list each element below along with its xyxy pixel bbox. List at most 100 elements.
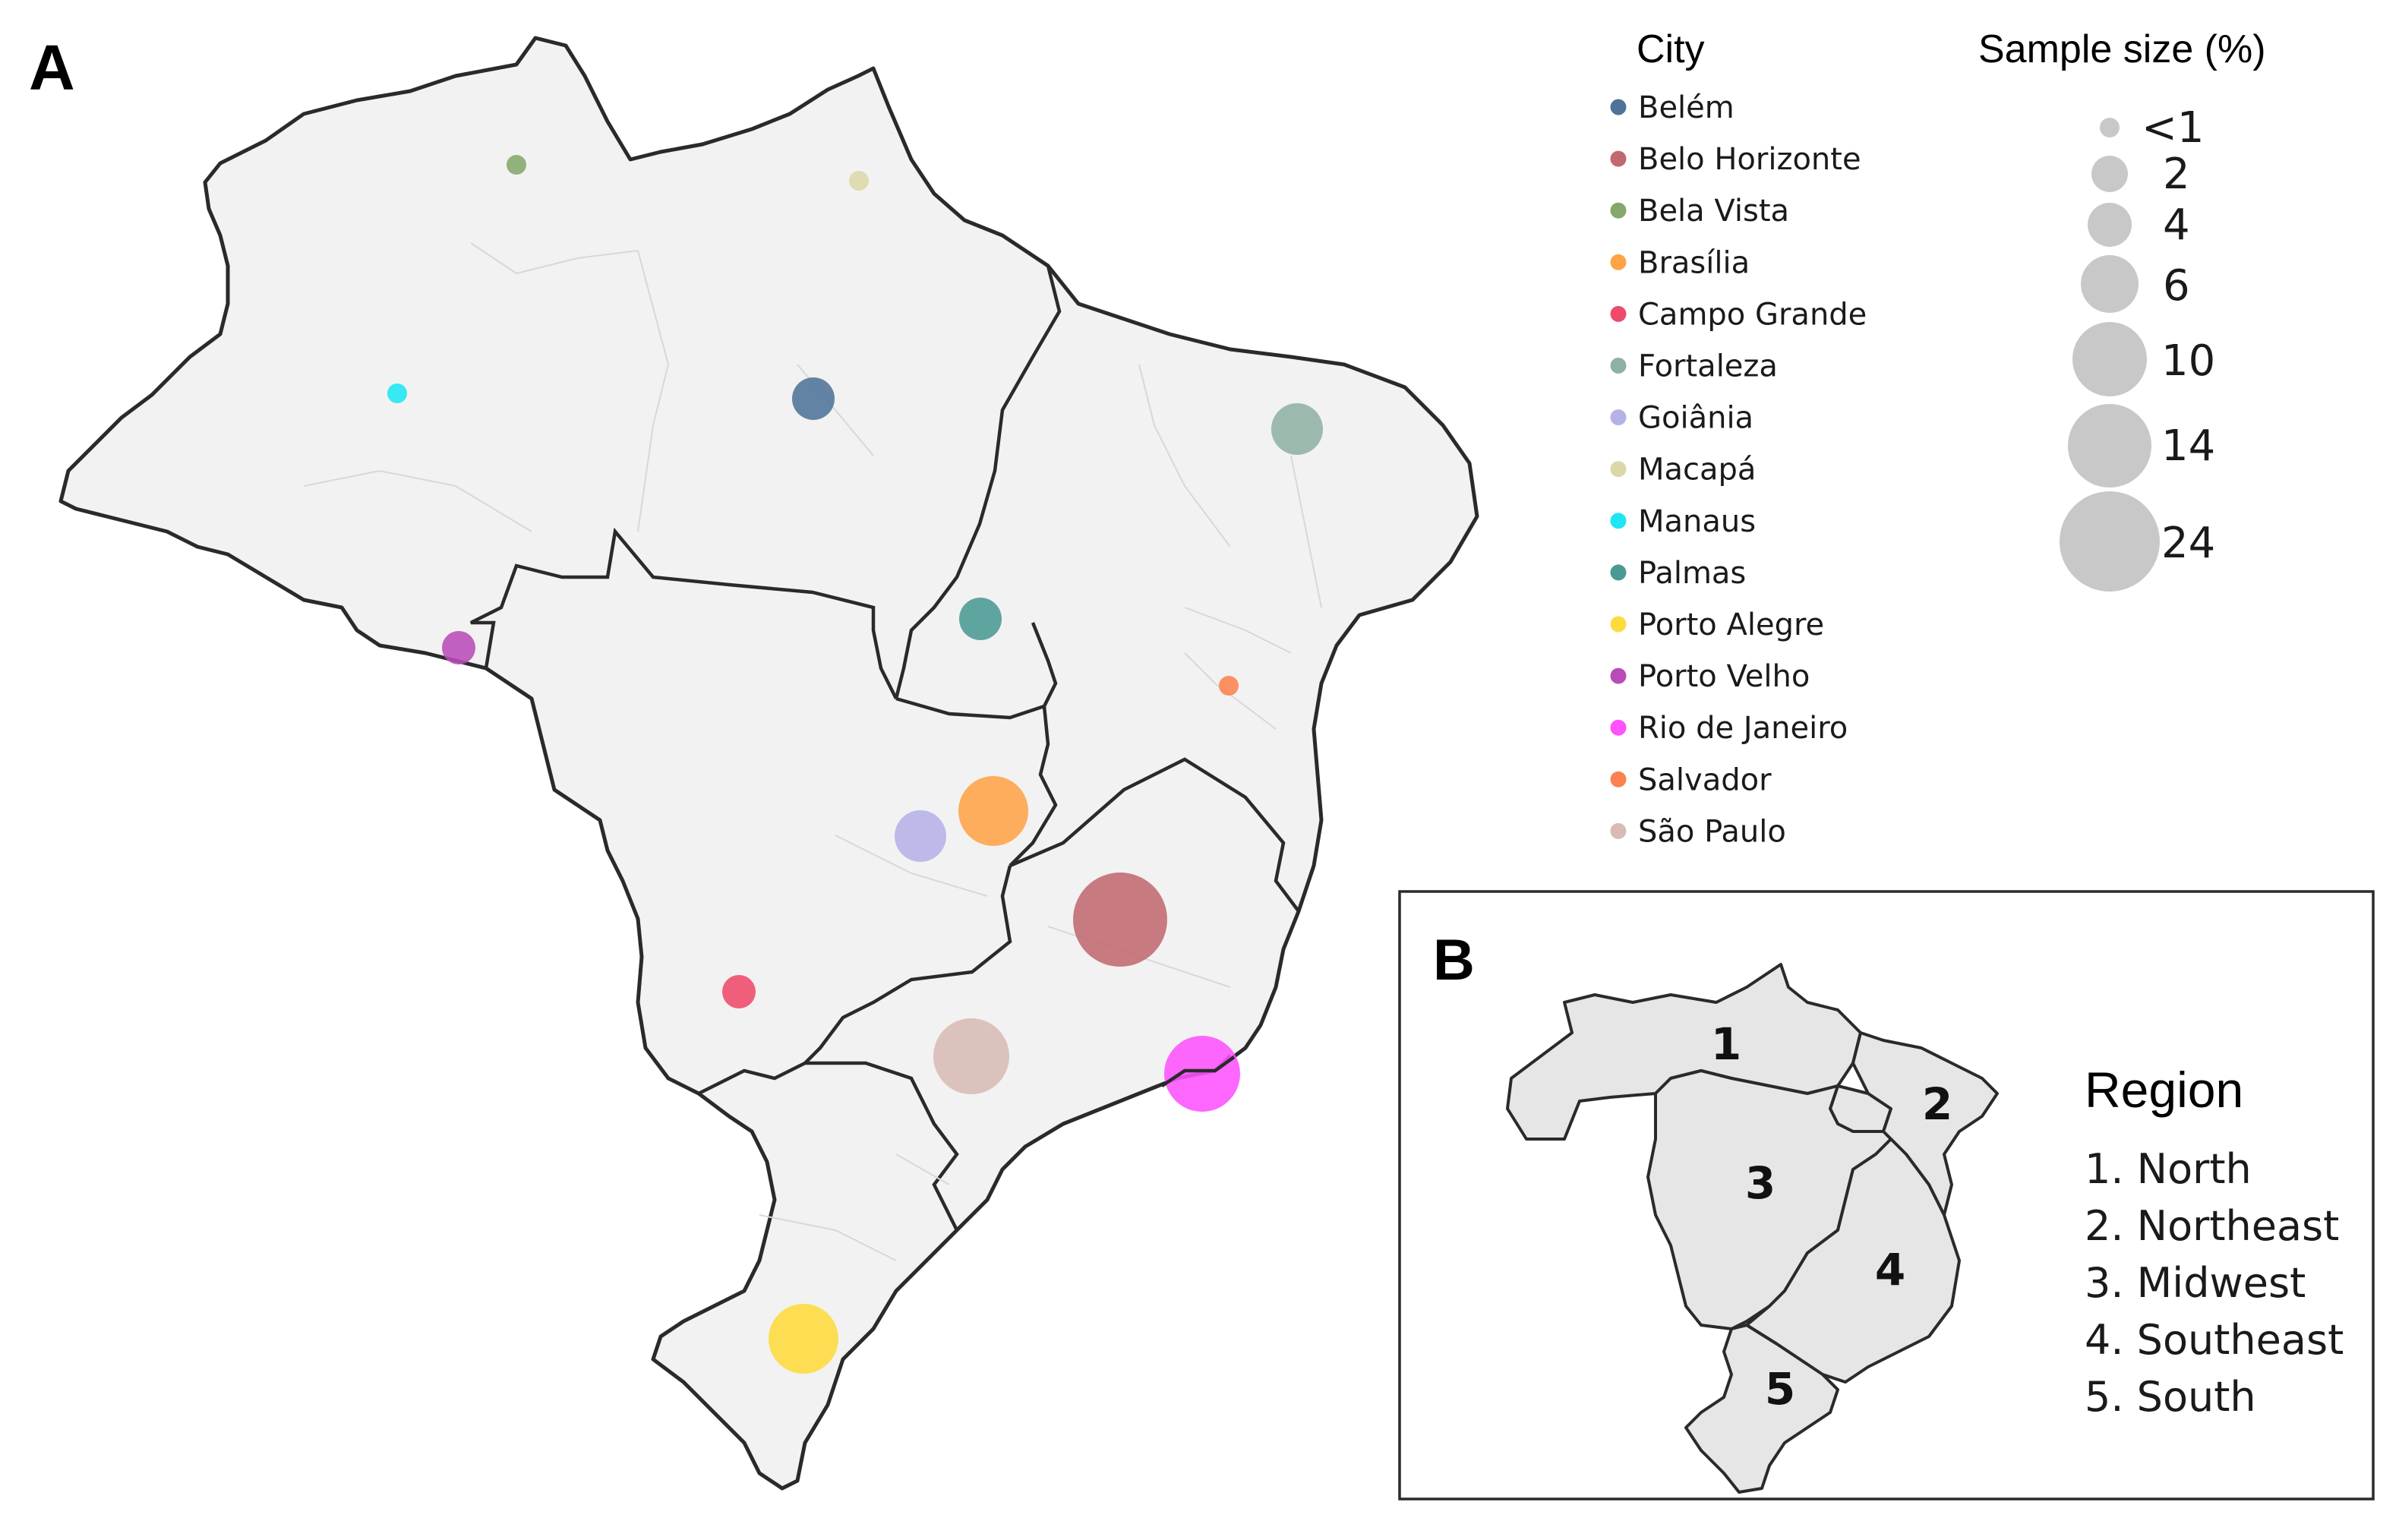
size-legend-label: <1 — [2142, 103, 2205, 153]
rio-coast-line — [1160, 1056, 1236, 1087]
inset-regions — [1506, 963, 1999, 1494]
size-legend-label: 4 — [2163, 200, 2190, 250]
city-legend-label: Belo Horizonte — [1638, 142, 1861, 177]
city-legend-label: Palmas — [1638, 556, 1746, 591]
size-legend-label: 14 — [2161, 421, 2215, 471]
size-legend-circle — [2060, 491, 2160, 592]
city-legend-swatch — [1610, 461, 1627, 478]
city-bubble-porto-alegre — [769, 1304, 838, 1374]
city-bubble-sao-paulo — [933, 1018, 1009, 1094]
city-legend-swatch — [1610, 150, 1627, 167]
city-legend-label: Goiânia — [1638, 401, 1753, 436]
panel-b-label: B — [1433, 928, 1475, 992]
city-legend-item-rio-de-janeiro: Rio de Janeiro — [1610, 711, 1848, 746]
city-bubble-porto-velho — [442, 631, 475, 664]
city-bubble-palmas — [959, 598, 1002, 640]
size-legend-item: 10 — [2072, 322, 2215, 396]
city-legend-label: Bela Vista — [1638, 194, 1789, 229]
city-legend-label: Salvador — [1638, 762, 1772, 797]
city-legend-swatch — [1610, 513, 1627, 529]
region-border-midwest-northeast — [1009, 705, 1058, 867]
city-bubble-goiania — [895, 810, 946, 862]
city-legend-title: City — [1637, 27, 1705, 71]
inset-region-number: 3 — [1745, 1157, 1776, 1209]
brazil-map — [58, 36, 1479, 1491]
region-legend-item: 5. South — [2085, 1373, 2256, 1421]
city-legend-label: São Paulo — [1638, 814, 1786, 849]
city-legend-swatch — [1610, 771, 1627, 787]
city-legend-label: Campo Grande — [1638, 297, 1867, 332]
region-legend-item: 3. Midwest — [2085, 1259, 2306, 1307]
inset-region-number: 5 — [1765, 1363, 1795, 1415]
size-legend-circle — [2081, 255, 2139, 313]
size-legend-label: 2 — [2163, 150, 2190, 199]
region-border-southeast — [803, 757, 1300, 1065]
city-legend-item-belo-horizonte: Belo Horizonte — [1610, 142, 1861, 177]
city-legend-swatch — [1610, 99, 1627, 115]
city-bubble-brasilia — [958, 776, 1028, 846]
city-legend-item-porto-velho: Porto Velho — [1610, 659, 1810, 694]
city-legend-swatch — [1610, 616, 1627, 633]
size-legend-title: Sample size (%) — [1978, 27, 2266, 71]
city-bubbles — [387, 155, 1323, 1374]
size-legend-item: 14 — [2068, 404, 2215, 488]
size-legend-circle — [2072, 322, 2147, 396]
inset-region-number: 4 — [1875, 1244, 1905, 1295]
city-legend-label: Belém — [1638, 90, 1735, 125]
city-bubble-fortaleza — [1271, 403, 1323, 455]
city-legend-item-sao-paulo: São Paulo — [1610, 814, 1786, 849]
size-legend-item: 4 — [2088, 200, 2190, 250]
inset-region-northeast — [1851, 1031, 1999, 1217]
city-bubble-bela-vista — [507, 155, 526, 175]
city-legend-item-macapa: Macapá — [1610, 453, 1756, 488]
region-border-south — [697, 1061, 959, 1232]
city-legend-label: Brasília — [1638, 245, 1750, 280]
city-legend-item-salvador: Salvador — [1610, 762, 1772, 797]
city-legend-item-bela-vista: Bela Vista — [1610, 194, 1789, 229]
panel-a-label: A — [29, 32, 75, 103]
city-legend-label: Fortaleza — [1638, 349, 1778, 384]
city-bubble-belem — [792, 377, 835, 420]
size-legend-item: 2 — [2091, 150, 2190, 199]
region-border-north-northeast — [894, 265, 1062, 699]
city-legend-swatch — [1610, 719, 1627, 736]
city-bubble-campo-grande — [722, 975, 756, 1008]
city-legend-swatch — [1610, 822, 1627, 839]
city-legend-swatch — [1610, 409, 1627, 426]
size-legend-item: <1 — [2100, 103, 2205, 153]
size-legend-circle — [2088, 203, 2132, 247]
inset-region-south — [1684, 1324, 1839, 1494]
city-legend: City Belém Belo Horizonte Bela Vista Brasíl… — [1610, 27, 1867, 849]
city-legend-item-goiania: Goiânia — [1610, 401, 1753, 436]
city-legend-label: Manaus — [1638, 504, 1756, 539]
size-legend-circle — [2091, 156, 2128, 192]
city-legend-item-manaus: Manaus — [1610, 504, 1756, 539]
city-legend-label: Porto Alegre — [1638, 607, 1824, 642]
size-legend-label: 10 — [2161, 336, 2215, 386]
inset-panel-b: B 1 2 3 4 5 Region 1. North 2. Northeast 3. Mi… — [1398, 890, 2375, 1501]
city-legend-swatch — [1610, 305, 1627, 322]
region-legend-title: Region — [2085, 1062, 2243, 1118]
city-bubble-salvador — [1219, 676, 1239, 696]
city-legend-label: Macapá — [1638, 453, 1756, 488]
city-legend-item-campo-grande: Campo Grande — [1610, 297, 1867, 332]
region-legend-item: 2. Northeast — [2085, 1202, 2339, 1250]
city-legend-swatch — [1610, 667, 1627, 684]
city-legend-item-brasilia: Brasília — [1610, 245, 1750, 280]
size-legend-circle — [2100, 118, 2120, 137]
size-legend-item: 24 — [2060, 491, 2215, 592]
size-legend-label: 6 — [2163, 261, 2190, 311]
region-legend-item: 4. Southeast — [2085, 1316, 2344, 1364]
city-bubble-macapa — [849, 171, 869, 191]
city-legend-swatch — [1610, 564, 1627, 581]
city-legend-item-porto-alegre: Porto Alegre — [1610, 607, 1824, 642]
size-legend-item: 6 — [2081, 255, 2190, 313]
size-legend-circle — [2068, 404, 2151, 488]
inset-region-numbers: 1 2 3 4 5 — [1711, 1018, 1952, 1415]
city-legend-swatch — [1610, 254, 1627, 270]
brazil-outline — [58, 36, 1479, 1491]
city-legend-item-belem: Belém — [1610, 90, 1735, 125]
